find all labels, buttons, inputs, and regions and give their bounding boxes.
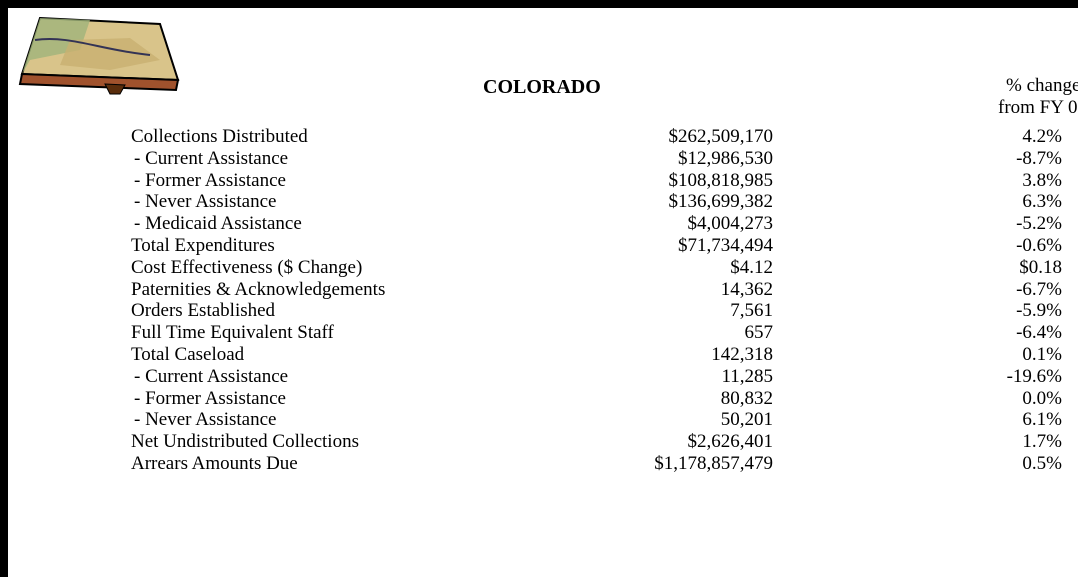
row-label: Orders Established [131,300,276,322]
row-change: 6.3% [1022,191,1062,213]
row-change: 3.8% [1022,169,1062,191]
column-header: from FY 06 [998,97,1078,118]
row-value: 50,201 [720,409,773,431]
row-value: 11,285 [721,365,773,387]
row-change: -5.9% [1016,300,1062,322]
row-change: -6.7% [1016,278,1062,300]
row-change: 0.0% [1022,387,1062,409]
row-change: 6.1% [1022,409,1062,431]
row-label: - Current Assistance [134,147,289,169]
row-value: $4,004,273 [687,213,774,235]
row-label: Arrears Amounts Due [131,453,298,474]
map-icon [18,16,180,95]
row-value: $136,699,382 [668,191,774,213]
row-change: -8.7% [1016,147,1062,169]
title: COLORADO [483,76,601,98]
row-value: $1,178,857,479 [654,453,773,474]
column-header: % change [1006,75,1078,96]
row-value: 80,832 [720,387,773,409]
row-value: 657 [744,322,774,344]
row-change: 0.1% [1022,344,1062,365]
row-change: 4.2% [1022,126,1062,147]
row-label: Net Undistributed Collections [131,431,359,453]
row-label: Total Expenditures [131,235,275,256]
row-value: $4.12 [730,256,773,278]
row-label: - Never Assistance [134,409,277,431]
row-value: $2,626,401 [687,431,774,453]
row-label: - Former Assistance [134,387,286,409]
row-label: - Current Assistance [134,365,289,387]
row-label: Cost Effectiveness ($ Change) [131,256,363,278]
row-value: $262,509,170 [668,126,774,147]
row-value: $12,986,530 [678,147,773,169]
row-change: -19.6% [1006,365,1062,387]
row-label: - Medicaid Assistance [134,213,302,235]
row-label: Paternities & Acknowledgements [131,278,386,300]
row-change: 0.5% [1022,453,1062,474]
row-label: Total Caseload [131,344,245,365]
row-label: - Never Assistance [134,191,277,213]
row-value: 142,318 [711,344,773,365]
row-value: 7,561 [730,300,773,322]
row-value: 14,362 [720,278,773,300]
row-change: $0.18 [1019,256,1062,278]
row-change: 1.7% [1022,431,1062,453]
row-label: - Former Assistance [134,169,286,191]
row-change: -5.2% [1016,213,1062,235]
row-value: $108,818,985 [668,169,774,191]
row-label: Full Time Equivalent Staff [131,322,334,344]
row-label: Collections Distributed [131,126,308,147]
row-change: -6.4% [1016,322,1062,344]
row-change: -0.6% [1016,235,1062,256]
row-value: $71,734,494 [678,235,773,256]
